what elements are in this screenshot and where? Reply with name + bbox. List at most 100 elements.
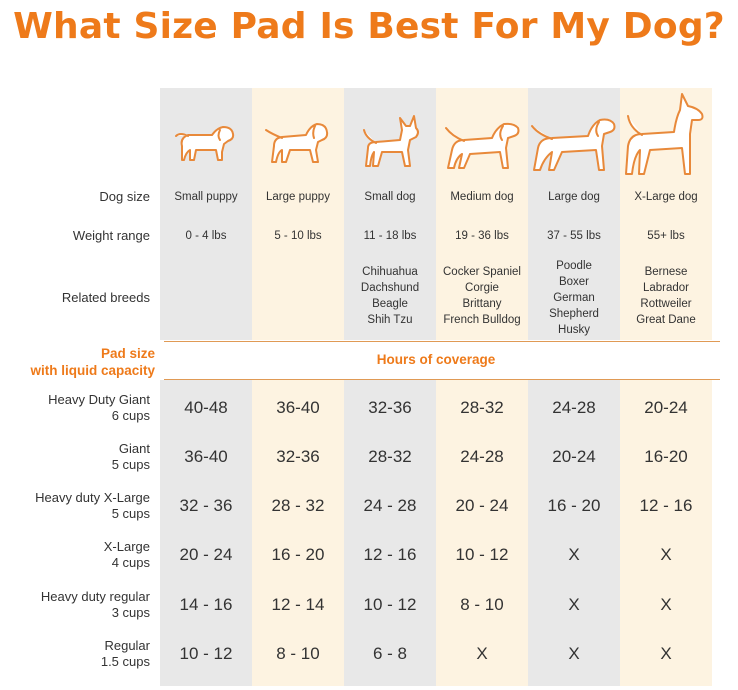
hours-cell: 32-36	[368, 398, 412, 417]
row-label-weight-range: Weight range	[72, 228, 150, 243]
hours-cell: 32 - 36	[179, 496, 233, 515]
breed-name: Dachshund	[360, 282, 420, 294]
breed-name: Beagle	[372, 298, 408, 310]
hours-cell: 10 - 12	[363, 595, 417, 614]
hours-cell: 20-24	[644, 398, 688, 417]
hours-cell: 36-40	[184, 447, 228, 466]
hours-cell: 8 - 10	[276, 644, 320, 663]
column-bg	[620, 380, 712, 686]
hours-cell: 20 - 24	[455, 496, 509, 515]
breed-name: Corgie	[465, 282, 499, 294]
dog-large-dog-icon	[528, 90, 620, 180]
breed-name: Shih Tzu	[367, 314, 413, 326]
column-bg	[436, 380, 528, 686]
column-bg	[252, 380, 344, 686]
hours-cell: X	[568, 595, 580, 614]
hours-cell: 28 - 32	[271, 496, 325, 515]
pad-name: Regular	[104, 638, 150, 653]
dog-medium-dog-icon	[436, 90, 528, 180]
weight-range-cell: 5 - 10 lbs	[274, 230, 322, 242]
breeds-cell: Cocker Spaniel Corgie Brittany French Bu…	[436, 264, 528, 328]
column-bg	[160, 88, 252, 340]
breed-name: Husky	[558, 324, 590, 336]
hours-cell: 28-32	[460, 398, 504, 417]
page-title: What Size Pad Is Best For My Dog?	[13, 6, 725, 47]
column-bg	[344, 88, 436, 340]
divider-line	[164, 379, 720, 380]
dog-small-dog-icon	[344, 90, 436, 180]
pad-name: Heavy duty X-Large	[35, 490, 150, 505]
hours-cell: 6 - 8	[372, 644, 408, 663]
hours-cell: 12 - 16	[639, 496, 693, 515]
pad-size-label: Heavy duty X-Large 5 cups	[0, 490, 150, 522]
pad-name: Giant	[118, 441, 150, 456]
hours-cell: 40-48	[184, 398, 228, 417]
breed-name: Shepherd	[549, 308, 599, 320]
hours-cell: X	[660, 595, 672, 614]
hours-cell: 28-32	[368, 447, 412, 466]
pad-name: X-Large	[103, 539, 150, 554]
weight-range-cell: 55+ lbs	[647, 230, 685, 242]
weight-range-cell: 37 - 55 lbs	[547, 230, 601, 242]
breed-name: Cocker Spaniel	[443, 266, 521, 278]
pad-capacity: 5 cups	[111, 457, 150, 472]
breeds-cell: Chihuahua Dachshund Beagle Shih Tzu	[344, 264, 436, 328]
breed-name: French Bulldog	[443, 314, 521, 326]
dog-size-cell: Small dog	[364, 191, 416, 203]
dog-size-cell: Small puppy	[174, 191, 238, 203]
dog-small-puppy-icon	[160, 90, 252, 180]
pad-capacity: 5 cups	[111, 506, 150, 521]
breed-name: Labrador	[642, 282, 690, 294]
breed-name: German	[553, 292, 595, 304]
hours-cell: 20-24	[552, 447, 596, 466]
breed-name: Poodle	[556, 260, 592, 272]
hours-cell: X	[568, 545, 580, 564]
breed-name: Rottweiler	[640, 298, 692, 310]
dog-size-cell: X-Large dog	[634, 191, 698, 203]
hours-cell: 36-40	[276, 398, 320, 417]
hours-cell: 16 - 20	[547, 496, 601, 515]
pad-size-label: Regular 1.5 cups	[0, 638, 150, 670]
hours-cell: 24-28	[460, 447, 504, 466]
row-label-dog-size: Dog size	[99, 189, 150, 204]
hours-cell: 8 - 10	[460, 595, 504, 614]
pad-capacity: 4 cups	[111, 555, 150, 570]
hours-cell: 14 - 16	[179, 595, 233, 614]
divider-line	[164, 341, 720, 342]
pad-name: Heavy duty regular	[40, 589, 150, 604]
hours-cell: 16-20	[644, 447, 688, 466]
weight-range-cell: 0 - 4 lbs	[185, 230, 227, 242]
pad-size-label: Pad size	[100, 346, 155, 361]
dog-xlarge-dog-icon	[620, 90, 712, 180]
column-bg	[528, 380, 620, 686]
hours-cell: 20 - 24	[179, 545, 233, 564]
weight-range-cell: 19 - 36 lbs	[455, 230, 509, 242]
breed-name: Great Dane	[636, 314, 696, 326]
hours-cell: 24-28	[552, 398, 596, 417]
hours-cell: 12 - 14	[271, 595, 325, 614]
breeds-cell: Poodle Boxer German Shepherd Husky	[528, 258, 620, 338]
hours-of-coverage-header: Hours of coverage	[376, 352, 496, 367]
hours-cell: 24 - 28	[363, 496, 417, 515]
dog-size-cell: Medium dog	[450, 191, 514, 203]
breed-name: Brittany	[462, 298, 502, 310]
pad-capacity: 3 cups	[111, 605, 150, 620]
breed-name: Bernese	[644, 266, 688, 278]
column-bg	[160, 380, 252, 686]
hours-cell: 16 - 20	[271, 545, 325, 564]
pad-size-label: X-Large 4 cups	[0, 539, 150, 571]
pad-size-label: Giant 5 cups	[0, 441, 150, 473]
hours-cell: 10 - 12	[179, 644, 233, 663]
breed-name: Chihuahua	[362, 266, 418, 278]
pad-capacity: 6 cups	[111, 408, 150, 423]
hours-cell: 10 - 12	[455, 545, 509, 564]
hours-cell: 12 - 16	[363, 545, 417, 564]
pad-size-label: Heavy Duty Giant 6 cups	[0, 392, 150, 424]
breeds-cell: Bernese Labrador Rottweiler Great Dane	[620, 264, 712, 328]
pad-name: Heavy Duty Giant	[48, 392, 150, 407]
dog-large-puppy-icon	[252, 90, 344, 180]
column-bg	[344, 380, 436, 686]
hours-cell: X	[660, 545, 672, 564]
weight-range-cell: 11 - 18 lbs	[363, 230, 417, 242]
hours-cell: 32-36	[276, 447, 320, 466]
